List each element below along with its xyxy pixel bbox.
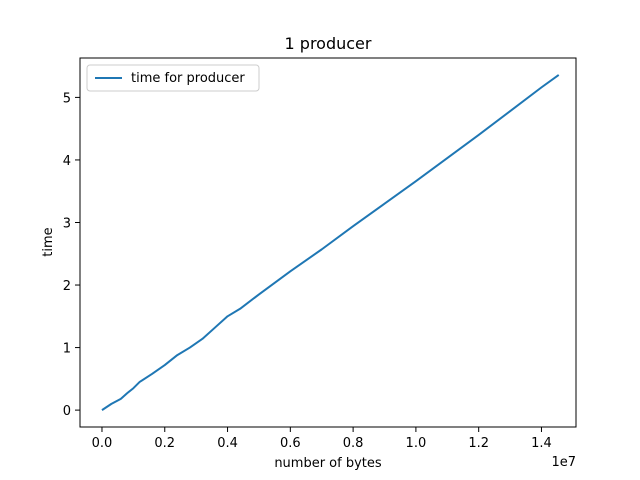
chart-title: 1 producer: [285, 34, 372, 53]
x-tick-label: 0.0: [92, 436, 113, 451]
series-layer: [101, 74, 560, 411]
x-tick-label: 0.4: [217, 436, 238, 451]
y-tick-label: 2: [63, 279, 71, 294]
x-axis-label: number of bytes: [274, 456, 382, 471]
x-tick-label: 0.2: [154, 436, 175, 451]
legend-box: [86, 64, 260, 92]
x-axis-ticks: 0.0 0.2 0.4 0.6 0.8 1.0 1.2 1.4: [92, 427, 552, 451]
legend-label-time-for-producer: time for producer: [131, 71, 245, 86]
series-line-time-for-producer: [101, 74, 560, 411]
y-tick-label: 1: [63, 342, 71, 357]
x-tick-label: 0.6: [280, 436, 301, 451]
y-tick-label: 4: [63, 154, 71, 169]
x-tick-label: 0.8: [343, 436, 364, 451]
plot-area-frame: [79, 57, 577, 428]
x-tick-label: 1.4: [531, 436, 552, 451]
y-tick-label: 5: [63, 91, 71, 106]
x-tick-label: 1.0: [406, 436, 427, 451]
y-axis-ticks: 0 1 2 3 4 5: [63, 91, 80, 419]
legend: time for producer: [86, 64, 260, 92]
x-axis-offset-label: 1e7: [551, 455, 576, 470]
y-tick-label: 3: [63, 216, 71, 231]
y-axis-label: time: [41, 227, 56, 256]
y-tick-label: 0: [63, 404, 71, 419]
x-tick-label: 1.2: [468, 436, 489, 451]
